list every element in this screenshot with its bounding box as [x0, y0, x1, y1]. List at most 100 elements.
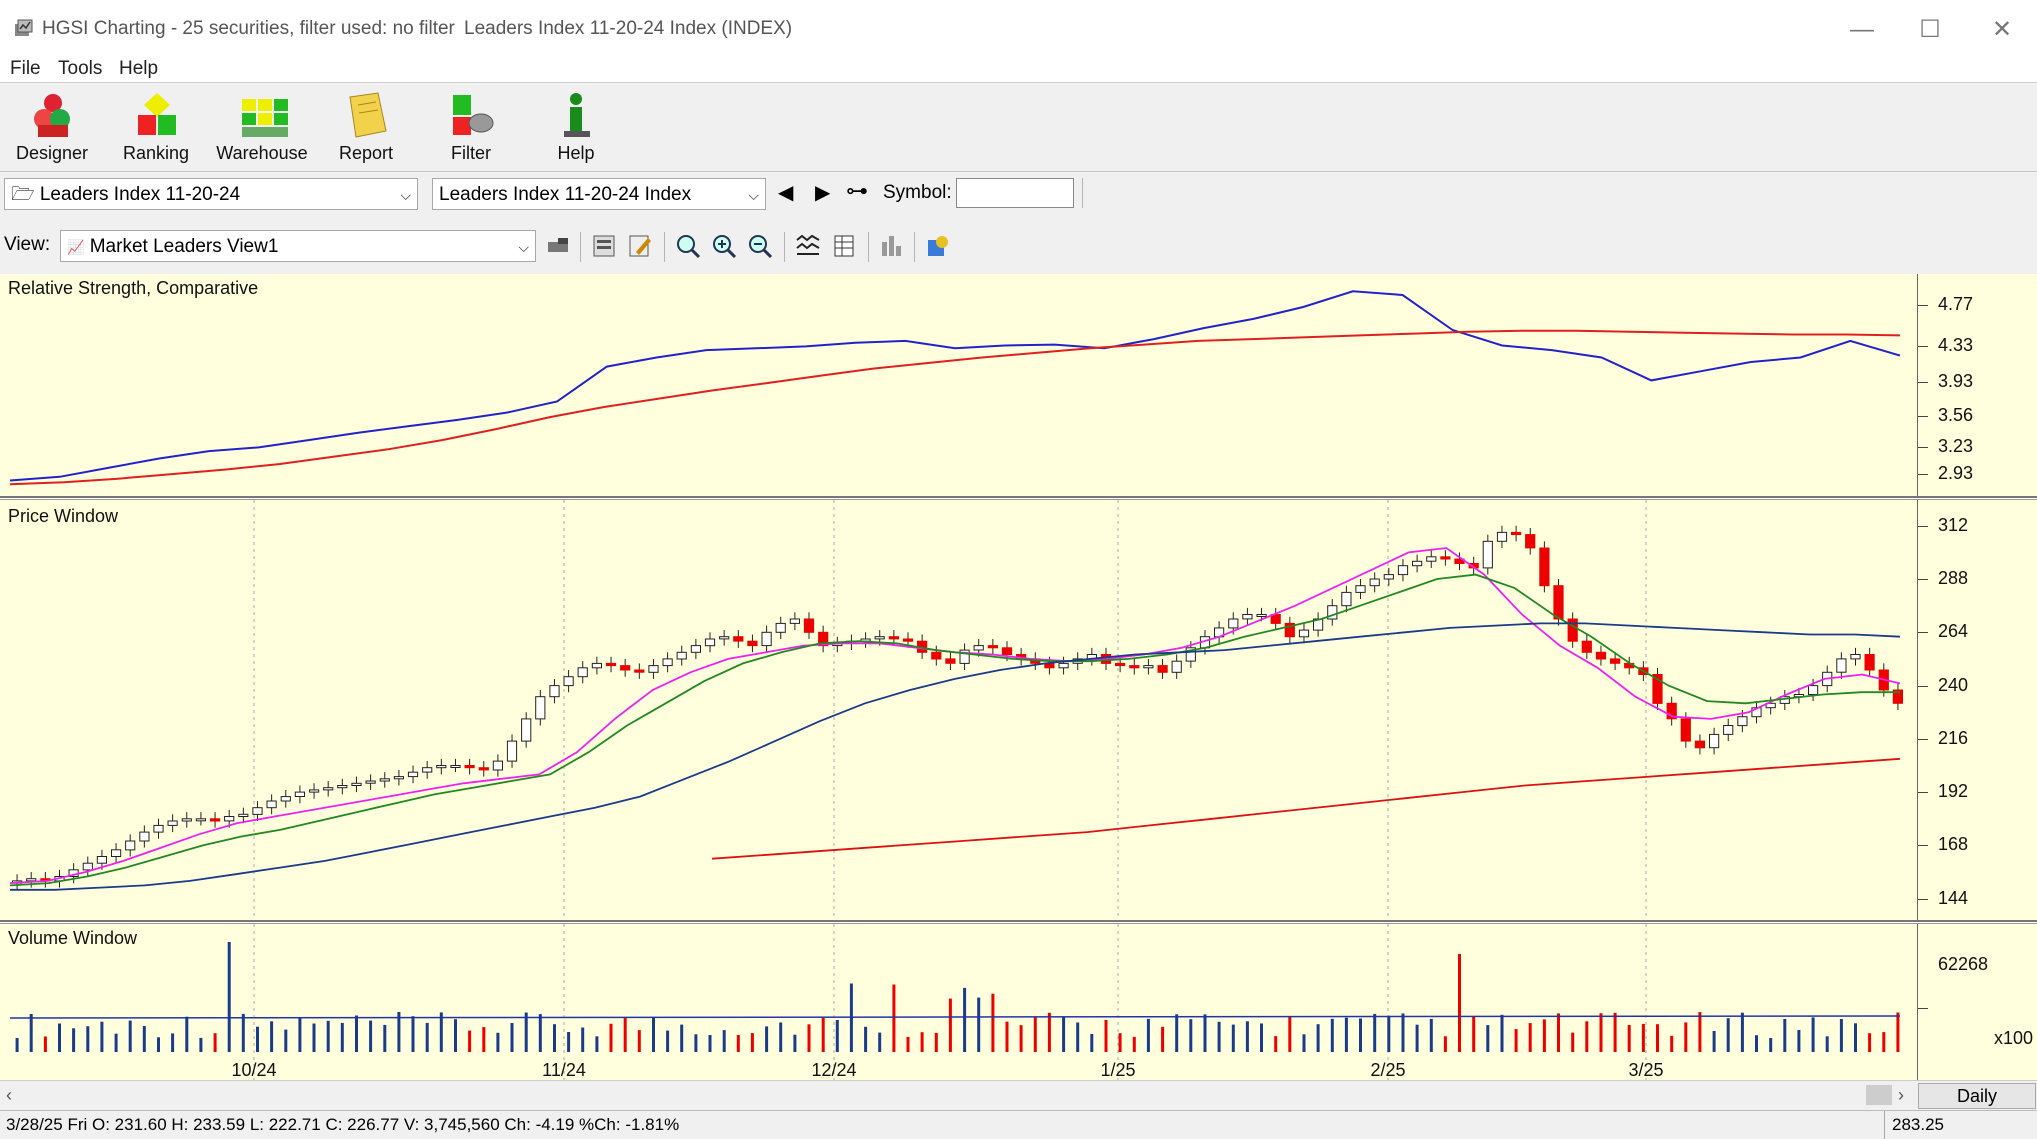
x-tick-label: 11/24: [542, 1060, 586, 1080]
volume-bar: [1839, 1019, 1843, 1052]
candlestick: [1892, 683, 1904, 710]
hand-pointer-icon[interactable]: [544, 232, 572, 260]
volume-bar: [524, 1012, 528, 1052]
filter-button[interactable]: Filter: [421, 87, 521, 167]
candlestick: [620, 658, 631, 677]
candlestick: [704, 632, 716, 653]
volume-bar: [29, 1014, 33, 1052]
volume-bar: [623, 1017, 627, 1052]
help-button[interactable]: Help: [526, 87, 626, 167]
menu-help[interactable]: Help: [119, 58, 159, 79]
table-icon[interactable]: [830, 232, 858, 260]
toolbar-divider: [580, 232, 581, 262]
ranking-button[interactable]: Ranking: [106, 87, 206, 167]
folder-icon: 🗁: [11, 184, 35, 205]
volume-bar: [1571, 1032, 1575, 1052]
candlestick: [1482, 534, 1493, 575]
rs-chart: [9, 290, 1901, 486]
symbol-input[interactable]: [956, 178, 1074, 208]
candlestick: [1836, 652, 1847, 679]
designer-label: Designer: [15, 143, 89, 163]
export-icon[interactable]: [924, 232, 952, 260]
volume-bar: [1132, 1036, 1136, 1052]
volume-bar: [383, 1024, 387, 1052]
candlestick: [860, 632, 871, 648]
toolbar-divider: [1082, 178, 1083, 208]
period-button[interactable]: Daily: [1918, 1083, 2036, 1109]
candlestick: [1666, 696, 1677, 726]
volume-bar: [1175, 1014, 1179, 1052]
edit-icon[interactable]: [626, 232, 654, 260]
candlestick: [181, 812, 192, 828]
scroll-thumb[interactable]: [1866, 1085, 1892, 1105]
volume-bar: [171, 1033, 175, 1052]
warehouse-button[interactable]: Warehouse: [212, 87, 312, 167]
folder-dropdown[interactable]: 🗁 Leaders Index 11-20-24 ⌵: [4, 178, 418, 210]
volume-bar: [1458, 954, 1461, 1052]
candlestick: [563, 670, 574, 693]
designer-button[interactable]: Designer: [2, 87, 102, 167]
properties-icon[interactable]: [590, 232, 618, 260]
rs-tick-label: 3.56: [1938, 405, 1974, 426]
volume-bar: [694, 1034, 698, 1052]
candlestick: [1652, 667, 1663, 710]
view-value: Market Leaders View1: [89, 236, 279, 257]
menu-file[interactable]: File: [10, 58, 41, 79]
volume-bar: [722, 1030, 726, 1052]
candlestick: [464, 758, 475, 775]
volume-bar: [86, 1026, 90, 1052]
candlestick: [1694, 734, 1706, 755]
report-button[interactable]: Report: [316, 87, 416, 167]
volume-bar: [637, 1030, 641, 1052]
volume-bar: [227, 942, 231, 1052]
candlestick: [945, 652, 956, 671]
volume-bar: [963, 987, 967, 1052]
candlestick: [379, 772, 390, 788]
prev-security-button[interactable]: ◀: [778, 182, 794, 204]
volume-bar: [1429, 1018, 1433, 1052]
security-dropdown[interactable]: Leaders Index 11-20-24 Index ⌵: [432, 178, 766, 210]
maximize-button[interactable]: ☐: [1919, 16, 1941, 43]
candlestick: [761, 625, 772, 653]
toolbar-divider: [784, 232, 785, 262]
status-divider: [1884, 1111, 1885, 1139]
volume-bar: [439, 1012, 443, 1052]
relative-strength-panel: Relative Strength, Comparative: [0, 274, 1917, 496]
chart-type-icon[interactable]: [878, 232, 906, 260]
price-tick: [1918, 579, 1928, 581]
minimize-button[interactable]: —: [1850, 16, 1874, 43]
zoom-out-icon[interactable]: [746, 232, 774, 260]
volume-bar: [1274, 1036, 1278, 1052]
candlestick: [323, 781, 334, 797]
candlestick: [294, 785, 305, 804]
filter-icon: [453, 95, 494, 135]
volume-bar: [142, 1026, 146, 1052]
candlestick: [1511, 525, 1522, 542]
panel-divider[interactable]: [0, 920, 2037, 924]
close-button[interactable]: ✕: [1991, 16, 2013, 43]
volume-bar: [680, 1024, 684, 1052]
price-panel-title: Price Window: [8, 506, 119, 526]
x-tick-label: 10/24: [231, 1060, 276, 1080]
next-security-button[interactable]: ▶: [815, 182, 831, 204]
rs-line: [9, 290, 1901, 482]
candlestick: [803, 612, 815, 639]
price-tick-label: 312: [1938, 514, 1969, 535]
binoculars-icon[interactable]: ⊶: [846, 178, 868, 203]
view-dropdown[interactable]: 📈 Market Leaders View1 ⌵: [60, 230, 536, 262]
indicator-icon[interactable]: [794, 232, 822, 260]
candlestick: [1341, 585, 1352, 613]
horizontal-scrollbar[interactable]: ‹ › Daily: [0, 1080, 2037, 1111]
candlestick: [648, 658, 659, 679]
zoom-icon[interactable]: [674, 232, 702, 260]
menu-tools[interactable]: Tools: [58, 58, 103, 79]
zoom-in-icon[interactable]: [710, 232, 738, 260]
volume-bar: [312, 1023, 316, 1052]
panel-divider[interactable]: [0, 496, 2037, 500]
price-tick-label: 192: [1938, 781, 1969, 802]
volume-bar: [213, 1033, 217, 1052]
scroll-right-icon[interactable]: ›: [1898, 1085, 1904, 1105]
long-moving-average: [711, 757, 1901, 860]
candlestick: [605, 656, 617, 673]
scroll-left-icon[interactable]: ‹: [6, 1085, 12, 1105]
